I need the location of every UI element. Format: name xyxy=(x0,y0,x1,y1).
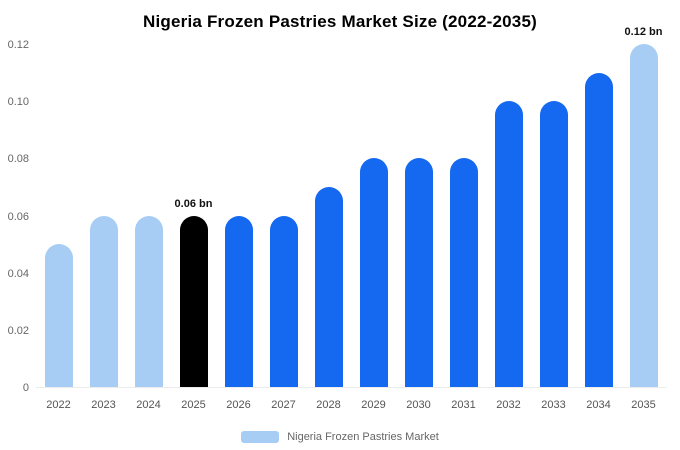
x-axis-tick-label: 2034 xyxy=(586,399,611,411)
bar-2032 xyxy=(494,101,523,387)
x-axis-tick-label: 2024 xyxy=(136,399,161,411)
bar-slot: 2031 xyxy=(441,44,486,411)
bar-slot: 2027 xyxy=(261,44,306,411)
y-axis-tick-label: 0 xyxy=(22,382,29,394)
bar-2025 xyxy=(179,215,208,387)
plot-area: 2022 2023 2024 0.06 bn 2025 2026 2027 2028 2029 2… xyxy=(36,26,666,412)
x-axis-tick-label: 2031 xyxy=(451,399,476,411)
bar-2029 xyxy=(359,158,388,387)
y-axis-tick-label: 0.04 xyxy=(7,267,29,280)
bar-2031 xyxy=(449,158,478,387)
bar-2023 xyxy=(89,215,118,387)
y-axis: 0 0.02 0.04 0.06 0.08 0.10 0.12 xyxy=(0,39,32,394)
bar-slot: 2026 xyxy=(216,44,261,411)
bar-slot: 0.06 bn 2025 xyxy=(171,44,216,412)
y-axis-tick-label: 0.02 xyxy=(7,324,29,337)
x-axis-tick-label: 2032 xyxy=(496,399,521,411)
x-axis-tick-label: 2035 xyxy=(631,399,656,411)
bar-slot: 2024 xyxy=(126,44,171,411)
x-axis-tick-label: 2033 xyxy=(541,399,566,411)
legend-swatch xyxy=(241,431,280,443)
legend: Nigeria Frozen Pastries Market xyxy=(0,431,680,443)
x-axis-tick-label: 2027 xyxy=(271,399,296,411)
bar-slot: 2029 xyxy=(351,44,396,411)
bar-2027 xyxy=(269,215,298,387)
x-axis-tick-label: 2030 xyxy=(406,399,431,411)
bar-slot: 2023 xyxy=(81,44,126,411)
bar-slot: 2033 xyxy=(531,44,576,411)
bar-annotation: 0.12 bn xyxy=(624,26,663,38)
bar-2034 xyxy=(584,72,613,387)
bar-2033 xyxy=(539,101,568,387)
bar-2026 xyxy=(224,215,253,387)
y-axis-tick-label: 0.08 xyxy=(7,153,29,166)
chart-title: Nigeria Frozen Pastries Market Size (202… xyxy=(143,12,537,31)
x-axis-tick-label: 2022 xyxy=(46,399,71,411)
bar-annotation: 0.06 bn xyxy=(174,197,213,210)
bar-2022 xyxy=(44,244,73,387)
x-axis-tick-label: 2029 xyxy=(361,399,386,411)
y-axis-tick-label: 0.06 xyxy=(7,210,29,223)
legend-label: Nigeria Frozen Pastries Market xyxy=(287,431,439,443)
bar-slot: 2030 xyxy=(396,44,441,411)
bar-2035 xyxy=(629,44,658,387)
y-axis-tick-label: 0.10 xyxy=(7,96,29,109)
bar-2028 xyxy=(314,186,343,387)
x-axis-tick-label: 2028 xyxy=(316,399,341,411)
bar-slot: 2022 xyxy=(36,44,81,411)
x-axis-tick-label: 2026 xyxy=(226,399,251,411)
bar-slot: 0.12 bn 2035 xyxy=(621,26,666,411)
bar-slot: 2028 xyxy=(306,44,351,411)
bar-2030 xyxy=(404,158,433,387)
bar-slot: 2032 xyxy=(486,44,531,411)
bar-2024 xyxy=(134,215,163,387)
y-axis-tick-label: 0.12 xyxy=(7,39,29,51)
x-axis-tick-label: 2025 xyxy=(181,399,206,411)
x-axis-tick-label: 2023 xyxy=(91,399,116,411)
bar-slot: 2034 xyxy=(576,44,621,411)
